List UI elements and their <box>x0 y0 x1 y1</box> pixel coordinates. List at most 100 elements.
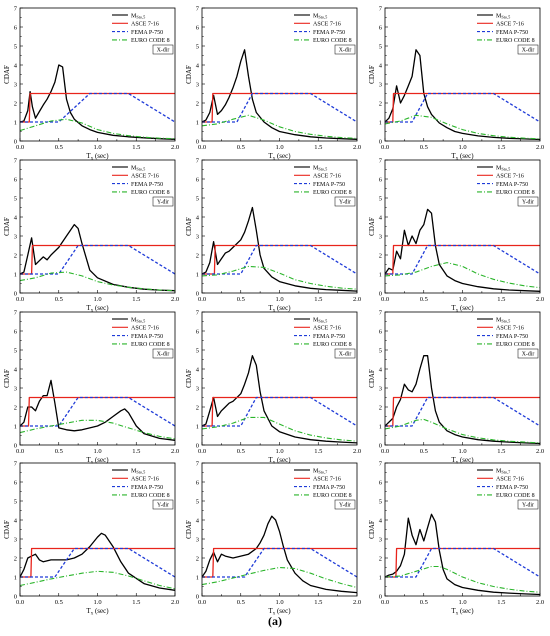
y-tick-label: 2 <box>196 252 199 259</box>
legend: MSto,5 ASCE 7-16 FEMA P-750 EURO CODE 8 <box>112 317 170 348</box>
legend-label-fema: FEMA P-750 <box>313 30 345 36</box>
y-tick-label: 5 <box>196 43 199 50</box>
x-tick-label: 0.5 <box>237 448 245 455</box>
y-tick-label: 5 <box>14 43 17 50</box>
x-tick-label: 1.5 <box>314 599 322 606</box>
x-tick-label: 0.0 <box>381 144 389 151</box>
x-tick-label: 2.0 <box>353 448 361 455</box>
direction-box <box>517 196 539 207</box>
legend: MSto,5 ASCE 7-16 FEMA P-750 EURO CODE 8 <box>294 13 352 44</box>
legend-label-response: MSto,5 <box>131 13 145 20</box>
y-tick-label: 0 <box>14 442 17 449</box>
direction-label: X-dir <box>339 48 352 54</box>
legend-label-euro: EURO CODE 8 <box>496 342 535 348</box>
y-tick-label: 0 <box>196 593 199 600</box>
x-tick-label: 0.0 <box>198 599 206 606</box>
y-tick-label: 6 <box>14 479 18 486</box>
y-tick-label: 2 <box>14 252 17 259</box>
y-tick-label: 6 <box>379 176 383 183</box>
series-line-response <box>20 532 175 591</box>
series-line-fema <box>385 547 540 578</box>
direction-label: Y-dir <box>522 503 534 509</box>
x-tick-label: 0.0 <box>381 296 389 303</box>
direction-box <box>334 196 356 207</box>
x-tick-label: 1.5 <box>314 144 322 151</box>
y-axis-label: CDAF <box>368 65 376 84</box>
chart-panel-1: 0.0 0.5 1.0 1.5 2.0 0 1 2 3 4 5 6 7 CDAF Tx (sec) MSto,… <box>3 5 179 161</box>
y-axis-label: CDAF <box>368 369 376 388</box>
y-tick-label: 0 <box>14 138 17 145</box>
y-tick-label: 6 <box>196 328 200 335</box>
legend-label-fema: FEMA P-750 <box>131 485 163 491</box>
y-tick-label: 7 <box>379 157 383 164</box>
y-tick-label: 4 <box>196 62 200 69</box>
chart-panel-7: 0.0 0.5 1.0 1.5 2.0 0 1 2 3 4 5 6 7 CDAF Tx (sec) MSto,… <box>3 309 179 465</box>
x-tick-label: 2.0 <box>171 448 179 455</box>
y-tick-label: 1 <box>379 574 382 581</box>
x-tick-label: 0.5 <box>420 599 428 606</box>
direction-label: Y-dir <box>157 503 169 509</box>
figure-caption: (a) <box>268 614 282 628</box>
x-axis-label: Tx (sec) <box>268 607 291 617</box>
series-line-euro <box>385 262 540 289</box>
y-tick-label: 7 <box>196 157 200 164</box>
y-tick-label: 0 <box>379 290 382 297</box>
x-tick-label: 0.5 <box>237 144 245 151</box>
x-tick-label: 0.0 <box>198 144 206 151</box>
legend-label-euro: EURO CODE 8 <box>131 493 170 499</box>
legend-label-asce: ASCE 7-16 <box>496 326 524 332</box>
series-line-euro <box>202 265 357 290</box>
series-line-response <box>385 355 540 445</box>
x-axis-label: Tx (sec) <box>268 152 291 162</box>
legend-label-euro: EURO CODE 8 <box>313 190 352 196</box>
chart-panel-11: 0.0 0.5 1.0 1.5 2.0 0 1 2 3 4 5 6 7 CDAF Tx (sec) MSto,… <box>185 460 361 616</box>
x-tick-label: 1.0 <box>458 448 466 455</box>
y-axis-label: CDAF <box>3 369 11 388</box>
legend-label-asce: ASCE 7-16 <box>131 174 159 180</box>
legend-label-asce: ASCE 7-16 <box>131 22 159 28</box>
x-tick-label: 0.5 <box>55 144 63 151</box>
x-tick-label: 0.5 <box>237 296 245 303</box>
x-tick-label: 1.5 <box>314 296 322 303</box>
direction-label: X-dir <box>157 48 170 54</box>
y-axis-label: CDAF <box>368 217 376 236</box>
x-tick-label: 1.5 <box>497 144 505 151</box>
y-tick-label: 6 <box>379 479 383 486</box>
y-tick-label: 5 <box>379 347 382 354</box>
y-tick-label: 3 <box>14 81 17 88</box>
x-tick-label: 2.0 <box>536 448 544 455</box>
x-tick-label: 0.0 <box>381 599 389 606</box>
y-tick-label: 4 <box>379 517 383 524</box>
legend-label-asce: ASCE 7-16 <box>496 477 524 483</box>
series-line-response <box>20 223 175 292</box>
y-tick-label: 1 <box>196 423 199 430</box>
y-tick-label: 7 <box>379 5 383 12</box>
x-tick-label: 2.0 <box>171 144 179 151</box>
series-line-asce <box>20 92 175 123</box>
chart-panel-9: 0.0 0.5 1.0 1.5 2.0 0 1 2 3 4 5 6 7 CDAF Tx (sec) MSto,… <box>368 309 544 465</box>
y-tick-label: 3 <box>379 81 382 88</box>
y-tick-label: 7 <box>196 460 200 467</box>
y-tick-label: 5 <box>14 347 17 354</box>
series-line-euro <box>20 419 175 440</box>
y-tick-label: 6 <box>196 479 200 486</box>
legend-label-euro: EURO CODE 8 <box>313 493 352 499</box>
x-tick-label: 2.0 <box>536 296 544 303</box>
series-line-euro <box>20 570 175 590</box>
y-tick-label: 5 <box>379 195 382 202</box>
series-line-response <box>202 49 357 140</box>
x-tick-label: 1.5 <box>497 296 505 303</box>
direction-box <box>152 196 174 207</box>
legend-label-response: MSto,7 <box>496 468 511 475</box>
legend-label-euro: EURO CODE 8 <box>496 493 535 499</box>
y-tick-label: 3 <box>379 536 382 543</box>
y-tick-label: 0 <box>196 138 199 145</box>
x-tick-label: 1.0 <box>275 448 283 455</box>
x-tick-label: 2.0 <box>536 144 544 151</box>
series-line-response <box>385 513 540 596</box>
plot-frame <box>384 7 541 142</box>
legend-label-fema: FEMA P-750 <box>496 485 528 491</box>
plot-frame <box>19 311 176 446</box>
x-tick-label: 1.0 <box>458 599 466 606</box>
legend-label-asce: ASCE 7-16 <box>496 174 524 180</box>
